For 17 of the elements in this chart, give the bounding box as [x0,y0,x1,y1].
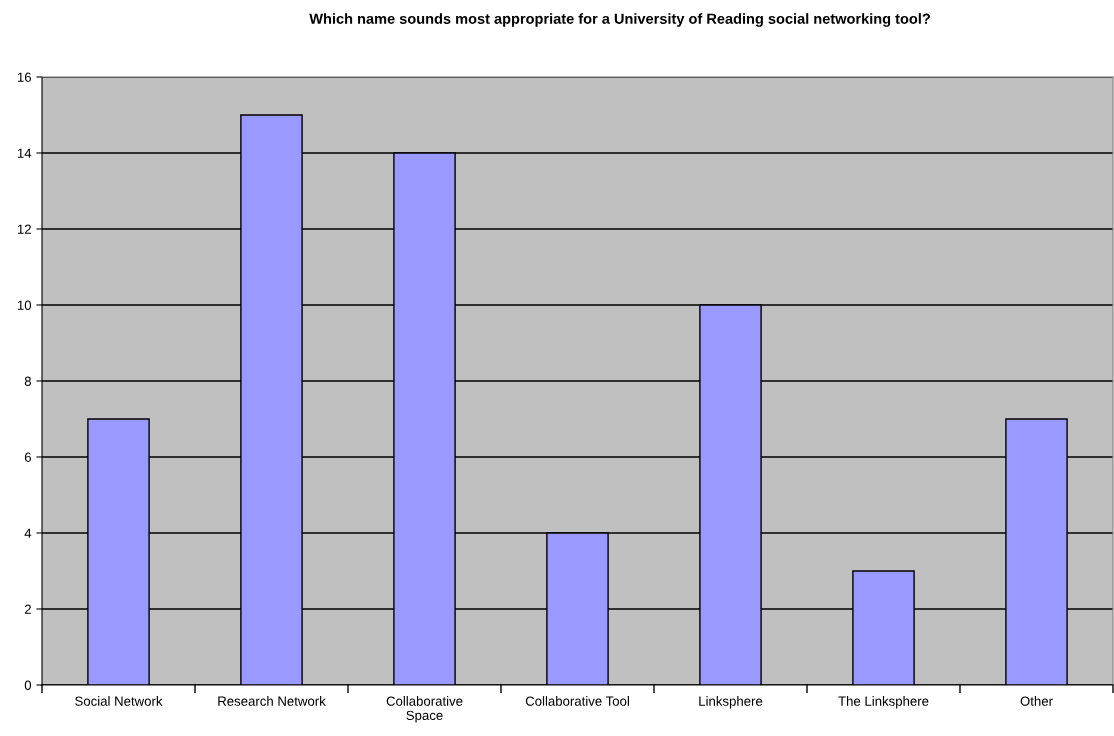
y-tick-label: 16 [17,72,31,82]
y-tick-label: 0 [24,680,32,690]
y-tick-label: 8 [24,376,32,386]
x-tick-label: Linksphere [699,696,763,709]
x-tick-label: The Linksphere [838,696,929,709]
x-tick-label: Social Network [75,696,163,706]
y-tick-label: 6 [24,452,31,462]
y-tick-label: 4 [24,528,32,538]
x-tick-label: Other [1020,696,1053,706]
chart-title: Which name sounds most appropriate for a University of Reading social networking tool? [309,13,930,27]
x-tick-label: Research Network [218,696,326,706]
x-tick-label: Collaborative Tool [525,696,629,706]
y-tick-label: 2 [24,604,31,614]
x-tick-label: Collaborative Space [386,696,463,723]
y-tick-label: 10 [17,300,32,310]
y-tick-label: 14 [17,148,32,158]
y-tick-label: 12 [17,224,31,234]
